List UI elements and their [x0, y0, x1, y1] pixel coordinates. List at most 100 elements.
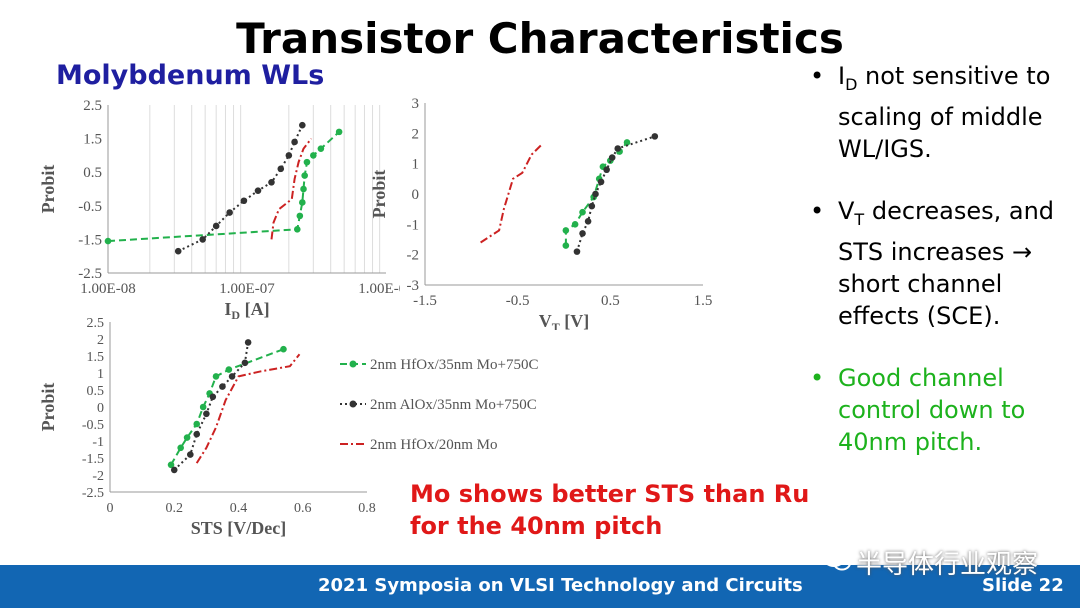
y-tick-label: 2.5: [83, 98, 102, 114]
bullet-good-control: • Good channel control down to 40nm pitc…: [810, 362, 1075, 458]
data-point: [277, 165, 285, 173]
x-tick-label: 1.5: [694, 293, 713, 309]
y-tick-label: 2.5: [87, 316, 105, 331]
slide-title: Transistor Characteristics: [236, 14, 844, 63]
data-point: [254, 187, 262, 194]
note-line-1: Mo shows better STS than Ru: [410, 480, 810, 508]
bullet-id-insensitive: • ID not sensitive to scaling of middle …: [810, 60, 1075, 165]
y-tick-label: 1: [412, 157, 420, 173]
x-tick-label: 0.2: [166, 501, 184, 516]
x-tick-label: 1.00E-08: [80, 281, 135, 297]
data-point: [170, 466, 178, 474]
data-point: [228, 373, 236, 380]
y-tick-label: -2: [92, 469, 104, 484]
data-point: [240, 197, 248, 205]
bullet-dot-icon: •: [810, 62, 825, 90]
y-tick-label: -1.5: [82, 452, 104, 467]
footer-bar: [0, 565, 1080, 608]
x-axis-label: STS [V/Dec]: [191, 518, 287, 538]
data-point: [310, 152, 317, 159]
data-point: [244, 339, 252, 346]
sts-comparison-note: Mo shows better STS than Ru for the 40nm…: [410, 478, 809, 542]
y-tick-label: 2: [412, 126, 420, 142]
x-tick-label: 1.00E-06: [358, 281, 400, 297]
bullet-dot-icon: •: [810, 363, 825, 392]
data-point: [301, 172, 308, 179]
x-tick-label: 0.6: [294, 501, 312, 516]
y-tick-label: -3: [407, 278, 420, 294]
data-point: [584, 218, 592, 225]
data-point: [651, 133, 659, 140]
bullet-2-pre: V: [838, 196, 855, 225]
data-point: [592, 190, 599, 198]
y-axis-label: Probit: [369, 170, 389, 219]
series-line-0: [170, 348, 284, 466]
data-point: [280, 345, 287, 353]
bullet-list: • ID not sensitive to scaling of middle …: [810, 60, 1075, 488]
bullet-1-sub: D: [845, 74, 858, 94]
data-point: [104, 237, 112, 245]
series-line-2: [270, 137, 313, 240]
vt-probit-chart: 3 2 1 0 -1 -2 -3-1.5 -0.5 0.5 1.5 VT [V] Probit: [369, 96, 713, 330]
y-tick-label: -0.5: [82, 418, 104, 433]
sts-probit-chart: 2.521.510.50-0.5-1-1.5-2-2.50 0.2 0.4 0.6 0.…: [38, 316, 376, 538]
data-point: [579, 230, 586, 237]
data-point: [303, 158, 311, 166]
data-point: [614, 145, 622, 152]
y-tick-label: -0.5: [78, 199, 102, 215]
bullet-2-post: decreases, and STS increases → short cha…: [838, 196, 1055, 330]
bullet-dot-icon: •: [810, 196, 825, 225]
data-point: [296, 212, 304, 220]
data-point: [571, 221, 579, 228]
data-point: [193, 420, 201, 428]
data-point: [212, 373, 220, 380]
legend-swatch-marker: [349, 360, 357, 368]
chart-legend: 2nm HfOx/35nm Mo+750C 2nm AlOx/35nm Mo+75…: [340, 357, 538, 453]
y-tick-label: 0.5: [83, 165, 102, 181]
x-tick-label: 1.00E-07: [219, 281, 275, 297]
y-tick-label: 1: [97, 367, 104, 382]
bullet-1-pre: I: [838, 62, 846, 90]
x-tick-label: 0.4: [230, 501, 248, 516]
data-point: [293, 226, 301, 233]
y-tick-label: -2.5: [78, 266, 102, 282]
data-point: [291, 138, 298, 146]
data-point: [597, 178, 605, 186]
bullet-vt-decreases: • VT decreases, and STS increases → shor…: [810, 195, 1075, 332]
bullet-2-sub: T: [854, 209, 865, 229]
data-point: [193, 430, 201, 438]
data-point: [608, 154, 616, 161]
data-point: [167, 461, 175, 469]
bullet-1-post: not sensitive to scaling of middle WL/IG…: [838, 62, 1051, 163]
data-point: [299, 199, 306, 206]
data-point: [209, 393, 217, 401]
x-axis-label: ID [A]: [224, 299, 269, 322]
data-point: [174, 247, 182, 255]
y-tick-label: -1: [92, 435, 104, 450]
data-point: [187, 451, 194, 458]
series-line-1: [576, 135, 656, 252]
data-point: [268, 178, 275, 186]
data-point: [226, 209, 233, 216]
y-tick-label: 0.5: [87, 384, 105, 399]
y-tick-label: 3: [412, 96, 420, 112]
x-tick-label: -0.5: [506, 293, 530, 309]
series-line-0: [107, 131, 340, 243]
x-tick-label: 0: [107, 501, 114, 516]
y-tick-label: 0: [97, 401, 104, 416]
legend-label: 2nm HfOx/20nm Mo: [370, 437, 498, 453]
data-point: [335, 128, 343, 136]
x-tick-label: 0.8: [358, 501, 376, 516]
watermark-text: 半导体行业观察: [856, 550, 1039, 580]
y-tick-label: 1.5: [83, 132, 102, 148]
y-tick-label: 1.5: [87, 350, 105, 365]
y-tick-label: -2.5: [82, 486, 104, 501]
data-point: [562, 242, 570, 249]
y-axis-label: Probit: [38, 165, 58, 214]
slide-number: Slide 22: [982, 575, 1064, 596]
y-tick-label: -1: [407, 217, 420, 233]
series-line-0: [564, 141, 628, 246]
data-point: [573, 248, 581, 255]
data-point: [241, 359, 249, 367]
data-point: [562, 227, 570, 234]
